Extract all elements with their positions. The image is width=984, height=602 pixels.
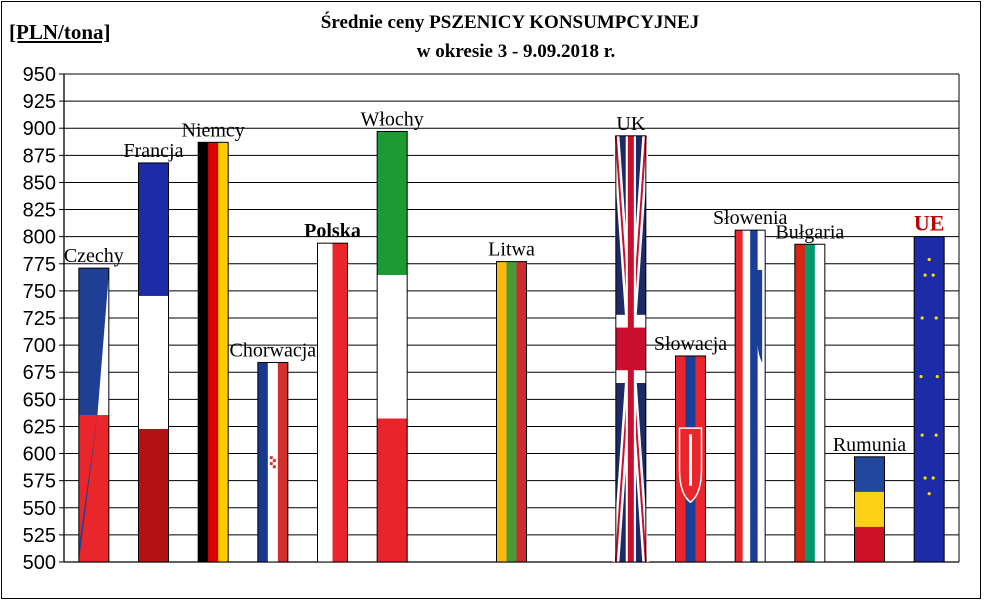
bar-czechy (78, 267, 110, 563)
y-tick-label: 925 (23, 91, 56, 113)
bar-outline (496, 261, 527, 563)
bar-outline (734, 229, 766, 563)
bar-outline (197, 141, 229, 563)
y-tick-label: 900 (23, 118, 56, 140)
y-tick-label: 650 (23, 389, 56, 411)
bar-włochy (376, 130, 408, 563)
bar-słowenia (734, 229, 766, 563)
bar-francja (138, 162, 169, 563)
bar-label: Słowenia (713, 207, 788, 229)
y-tick-label: 950 (23, 64, 56, 86)
bar-niemcy (197, 141, 229, 563)
y-tick-label: 700 (23, 335, 56, 357)
bar-uk (612, 135, 650, 563)
bar-słowacja (675, 355, 706, 563)
bar-chorwacja (257, 361, 289, 563)
bar-outline (794, 243, 826, 563)
y-tick-label: 625 (23, 416, 56, 438)
bar-label: UE (914, 211, 945, 236)
unit-label: [PLN/tona] (9, 20, 111, 44)
chart-subtitle: w okresie 3 - 9.09.2018 r. (416, 41, 616, 62)
bar-rumunia (854, 456, 885, 563)
bar-label: Rumunia (833, 434, 906, 456)
bar-outline (854, 456, 885, 563)
bar-ue (913, 236, 945, 563)
bar-label: Czechy (64, 245, 124, 267)
bar-outline (675, 355, 706, 563)
bar-outline (257, 361, 289, 563)
y-tick-label: 675 (23, 362, 56, 384)
y-tick-label: 525 (23, 525, 56, 547)
bar-label: Polska (304, 220, 361, 242)
bar-outline (78, 267, 110, 563)
bar-outline (138, 162, 169, 563)
y-tick-label: 850 (23, 172, 56, 194)
y-tick-label: 500 (23, 552, 56, 574)
bar-outline (615, 135, 647, 563)
bar-outline (913, 236, 945, 563)
y-tick-label: 800 (23, 227, 56, 249)
y-tick-label: 600 (23, 444, 56, 466)
bar-label: Litwa (488, 239, 535, 261)
bar-outline (317, 242, 348, 563)
bar-label: Francja (124, 140, 184, 162)
bar-litwa (496, 261, 527, 563)
y-tick-label: 750 (23, 281, 56, 303)
y-tick-label: 875 (23, 145, 56, 167)
y-tick-label: 775 (23, 254, 56, 276)
y-tick-label: 550 (23, 498, 56, 520)
y-tick-label: 725 (23, 308, 56, 330)
bar-bułgaria (794, 243, 826, 563)
bar-label: Słowacja (654, 333, 727, 355)
bar-label: Chorwacja (230, 339, 317, 361)
bar-label: Niemcy (182, 119, 245, 141)
bar-label: UK (616, 113, 645, 135)
y-tick-label: 825 (23, 200, 56, 222)
y-tick-label: 575 (23, 471, 56, 493)
bar-label: Włochy (361, 108, 424, 130)
bar-outline (376, 130, 408, 563)
bar-polska (317, 242, 348, 563)
bar-label: Bułgaria (775, 221, 844, 243)
chart-title: Średnie ceny PSZENICY KONSUMPCYJNEJ (320, 12, 700, 33)
